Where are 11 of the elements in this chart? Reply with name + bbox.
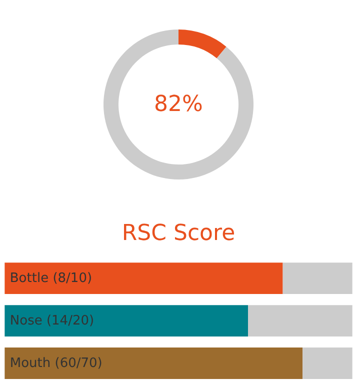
text: 82% [154, 92, 203, 117]
bar [302, 348, 352, 379]
bar [248, 305, 352, 337]
y-tick-label: Nose (14/20) [10, 313, 94, 328]
bar [4, 262, 283, 294]
chart-title: RSC Score [122, 221, 236, 246]
y-tick-label: Mouth (60/70) [10, 356, 102, 371]
bar [282, 262, 352, 294]
bar [4, 348, 303, 379]
y-tick-label: Bottle (8/10) [10, 270, 92, 286]
bar [4, 305, 248, 337]
